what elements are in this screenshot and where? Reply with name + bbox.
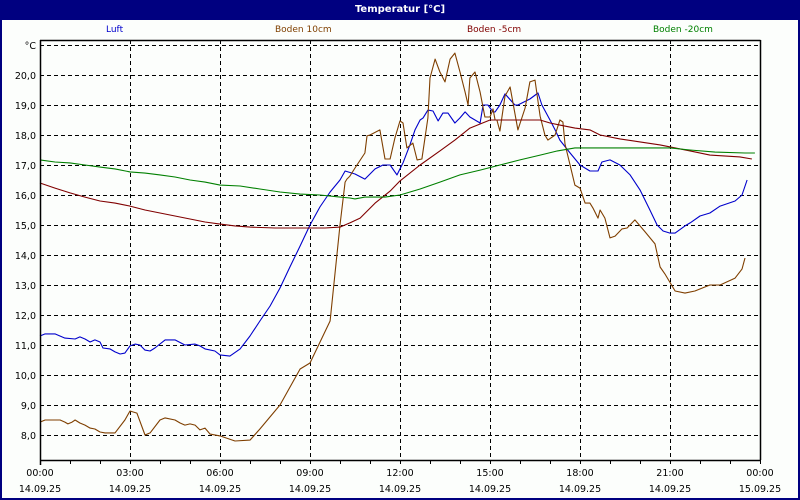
y-tick-label: 15,0	[15, 221, 36, 232]
legend-item-luft: Luft	[106, 25, 124, 35]
x-tick-time: 00:00	[26, 468, 53, 479]
y-tick-label: 9,0	[21, 401, 36, 412]
x-tick-time: 15:00	[476, 468, 503, 479]
y-tick-label: 20,0	[15, 71, 36, 82]
x-tick-time: 06:00	[206, 468, 233, 479]
x-tick-date: 14.09.25	[379, 484, 421, 495]
y-tick-label: 11,0	[15, 341, 36, 352]
series-line-boden-10cm	[39, 52, 746, 442]
x-tick-time: 12:00	[386, 468, 413, 479]
x-tick-date: 14.09.25	[289, 484, 331, 495]
x-tick-time: 00:00	[746, 468, 773, 479]
legend-item-boden-20cm: Boden -20cm	[653, 25, 713, 35]
series-line-luft	[39, 92, 748, 357]
x-tick-time: 03:00	[116, 468, 143, 479]
x-tick-time: 21:00	[656, 468, 683, 479]
y-tick-label: 18,0	[15, 131, 36, 142]
x-tick-date: 14.09.25	[199, 484, 241, 495]
y-tick-label: 13,0	[15, 281, 36, 292]
series-line-boden-20cm	[39, 147, 755, 200]
x-tick-time: 18:00	[566, 468, 593, 479]
x-tick-date: 14.09.25	[109, 484, 151, 495]
plot: 8,0 9,0 10,0 11,0 12,0 13,0 14,0 15,0 16,0 17,0 18…	[15, 39, 781, 495]
series-line-boden-5cm	[39, 119, 752, 229]
x-tick-date: 14.09.25	[469, 484, 511, 495]
x-tick-date: 14.09.25	[19, 484, 61, 495]
y-tick-label: 17,0	[15, 161, 36, 172]
y-tick-label: 19,0	[15, 101, 36, 112]
y-unit-label: °C	[25, 41, 37, 52]
y-tick-label: 16,0	[15, 191, 36, 202]
x-tick-time: 09:00	[296, 468, 323, 479]
x-tick-date: 15.09.25	[739, 484, 781, 495]
y-tick-label: 10,0	[15, 371, 36, 382]
legend-item-boden-5cm: Boden -5cm	[467, 25, 522, 35]
y-tick-label: 8,0	[21, 431, 36, 442]
x-tick-date: 14.09.25	[649, 484, 691, 495]
x-tick-date: 14.09.25	[559, 484, 601, 495]
y-tick-label: 12,0	[15, 311, 36, 322]
y-tick-label: 14,0	[15, 251, 36, 262]
legend-item-boden-10cm: Boden 10cm	[275, 25, 332, 35]
chart-area: Luft Boden 10cm Boden -5cm Boden -20cm 8,0 9…	[2, 20, 798, 498]
window-title: Temperatur [°C]	[354, 4, 446, 15]
